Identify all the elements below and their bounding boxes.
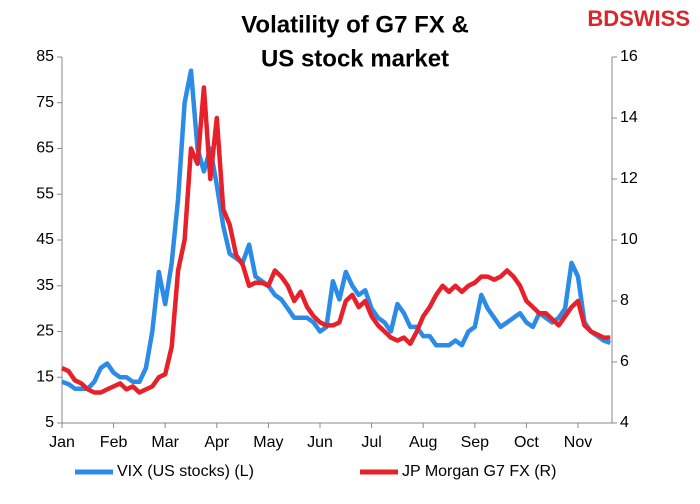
chart-title: US stock market	[261, 45, 449, 72]
y-tick-label: 75	[36, 94, 54, 111]
y-tick-label: 15	[36, 368, 54, 385]
chart-title: Volatility of G7 FX &	[241, 11, 469, 38]
y-tick-label: 5	[45, 414, 54, 431]
y-tick-label: 45	[36, 231, 54, 248]
y2-tick-label: 6	[620, 353, 629, 370]
x-tick-label: Jun	[307, 434, 333, 451]
y2-tick-label: 8	[620, 292, 629, 309]
x-tick-label: Jul	[361, 434, 381, 451]
x-tick-label: Nov	[564, 434, 592, 451]
x-tick-label: Aug	[409, 434, 437, 451]
line-series	[61, 68, 612, 391]
y-tick-label: 25	[36, 323, 54, 340]
logo: BDSWISS	[587, 6, 690, 31]
x-tick-label: Oct	[514, 434, 539, 451]
x-tick-label: May	[253, 434, 283, 451]
y-tick-label: 35	[36, 277, 54, 294]
legend-label: VIX (US stocks) (L)	[117, 463, 254, 480]
y2-tick-label: 14	[620, 109, 638, 126]
y2-tick-label: 16	[620, 48, 638, 65]
x-tick-label: Apr	[204, 434, 230, 451]
y-tick-label: 85	[36, 48, 54, 65]
y-tick-label: 65	[36, 140, 54, 157]
line-series	[61, 85, 611, 395]
x-tick-label: Jan	[49, 434, 75, 451]
x-tick-label: Feb	[100, 434, 128, 451]
y2-tick-label: 12	[620, 170, 638, 187]
x-tick-label: Sep	[461, 434, 490, 451]
x-tick-label: Mar	[151, 434, 179, 451]
y2-tick-label: 4	[620, 414, 629, 431]
y-tick-label: 55	[36, 185, 54, 202]
y2-tick-label: 10	[620, 231, 638, 248]
legend-label: JP Morgan G7 FX (R)	[402, 463, 556, 480]
